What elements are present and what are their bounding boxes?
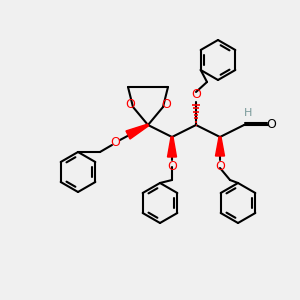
Text: O: O — [215, 160, 225, 173]
Text: O: O — [191, 88, 201, 101]
Text: O: O — [266, 118, 276, 131]
Text: O: O — [110, 136, 120, 148]
Text: O: O — [125, 98, 135, 110]
Text: H: H — [244, 108, 252, 118]
Text: O: O — [161, 98, 171, 110]
Polygon shape — [215, 137, 224, 156]
Polygon shape — [167, 137, 176, 157]
Polygon shape — [126, 124, 148, 139]
Text: O: O — [167, 160, 177, 172]
